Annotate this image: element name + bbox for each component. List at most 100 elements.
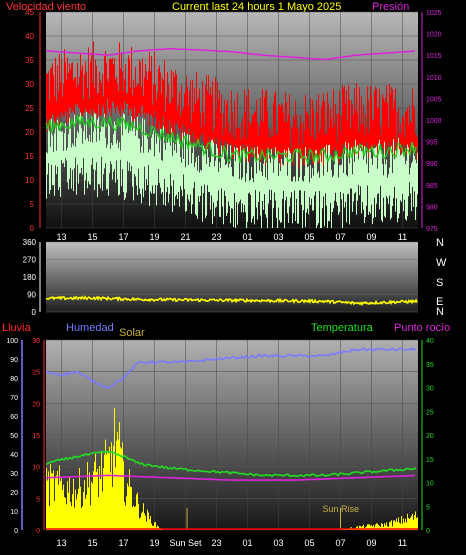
right-tick-label: 980 [426,204,438,211]
x-tick-label: 11 [398,232,407,242]
rain-tick-label: 0 [14,528,18,535]
rain-tick-label: 90 [10,357,18,364]
right-tick-label: 1020 [426,32,442,39]
x-tick-label: 03 [273,232,283,242]
compass-label: W [436,257,447,269]
x-tick-label: 05 [304,232,314,242]
humidity-tick-label: 30 [32,338,40,345]
x-tick-label: 23 [211,232,221,242]
direction-tick-label: 360 [23,238,37,247]
temperature-line [45,450,417,478]
wind-average-line [45,113,417,166]
humidity-tick-label: 0 [36,528,40,535]
x-tick-label: 09 [366,538,376,548]
pressure-line [45,48,416,61]
rain-tick-label: 60 [10,414,18,421]
humidity-tick-label: 20 [32,401,40,408]
x-tick-label: 09 [366,232,376,242]
rain-tick-label: 30 [10,471,18,478]
temperature-tick-label: 35 [426,362,434,369]
temperature-tick-label: 20 [426,433,434,440]
x-tick-label: 17 [118,232,128,242]
wind-pressure-series [45,41,418,228]
x-tick-label: 01 [242,232,252,242]
x-tick-label: 19 [149,232,159,242]
x-tick-label: 11 [398,538,407,548]
temperature-tick-label: 40 [426,338,434,345]
right-tick-label: 1015 [426,53,442,60]
temp-humidity-grid [46,339,418,531]
left-tick-label: 35 [25,56,34,65]
compass-label: S [436,277,443,289]
direction-tick-label: 0 [32,308,37,317]
rain-tick-label: 40 [10,452,18,459]
temperature-tick-label: 15 [426,457,434,464]
temperature-tick-label: 5 [426,504,430,511]
wind-direction-grid [46,241,418,313]
left-tick-label: 45 [25,8,34,17]
x-tick-label: Sun Set [169,538,202,548]
solar-label: Solar [119,327,145,339]
temperature-tick-label: 25 [426,409,434,416]
x-tick-label: 01 [242,538,252,548]
rain-tick-label: 20 [10,490,18,497]
left-tick-label: 0 [30,224,35,233]
compass-label: N [436,237,444,249]
right-axis-title: Presión [372,1,409,13]
left-tick-label: 25 [25,104,34,113]
temperature-tick-label: 0 [426,528,430,535]
left-tick-label: 30 [25,80,34,89]
humidity-line [45,347,417,390]
x-tick-label: 15 [87,538,97,548]
left-tick-label: 10 [25,176,34,185]
left-axis-title: Velocidad viento [6,1,86,13]
x-tick-label: 13 [56,538,66,548]
left-tick-label: 15 [25,152,34,161]
wind-direction-line [46,295,418,306]
sunrise-annotation: Sun Rise [323,504,360,514]
direction-tick-label: 270 [23,256,37,265]
temperature-label: Temperatura [311,322,374,334]
wind-pressure-axes: 0510152025303540459759809859909951000100… [25,8,442,242]
right-tick-label: 1010 [426,75,442,82]
right-tick-label: 990 [426,161,438,168]
right-tick-label: 1000 [426,118,442,125]
rain-tick-label: 10 [10,509,18,516]
humidity-tick-label: 15 [32,433,40,440]
x-tick-label: 15 [87,232,97,242]
rain-tick-label: 100 [6,338,18,345]
humidity-tick-label: 10 [32,465,40,472]
dew-point-label: Punto rocío [394,322,450,334]
compass-label: N [436,306,444,318]
rain-tick-label: 70 [10,395,18,402]
temperature-tick-label: 10 [426,481,434,488]
left-tick-label: 40 [25,32,34,41]
left-tick-label: 5 [30,200,35,209]
direction-tick-label: 180 [23,273,37,282]
right-tick-label: 985 [426,183,438,190]
rain-label: Lluvia [2,322,32,334]
compass-label: E [436,296,443,308]
humidity-tick-label: 5 [36,496,40,503]
x-tick-label: 07 [335,232,345,242]
x-tick-label: 23 [211,538,221,548]
rain-tick-label: 50 [10,433,18,440]
humidity-label: Humedad [66,322,114,334]
temp-humidity-axes: 0510152025300102030405060708090100051015… [6,338,434,548]
x-tick-label: 07 [335,538,345,548]
x-tick-label: 21 [180,232,190,242]
x-tick-label: 03 [273,538,283,548]
direction-tick-label: 90 [27,291,36,300]
wind-direction-series [46,295,418,306]
temp-humidity-series: Sun Rise [45,347,418,530]
right-tick-label: 975 [426,226,438,233]
temperature-tick-label: 30 [426,386,434,393]
chart-title: Current last 24 hours 1 Mayo 2025 [172,1,341,13]
right-tick-label: 995 [426,140,438,147]
x-tick-label: 05 [304,538,314,548]
x-tick-label: 17 [118,538,128,548]
humidity-tick-label: 25 [32,370,40,377]
rain-tick-label: 80 [10,376,18,383]
